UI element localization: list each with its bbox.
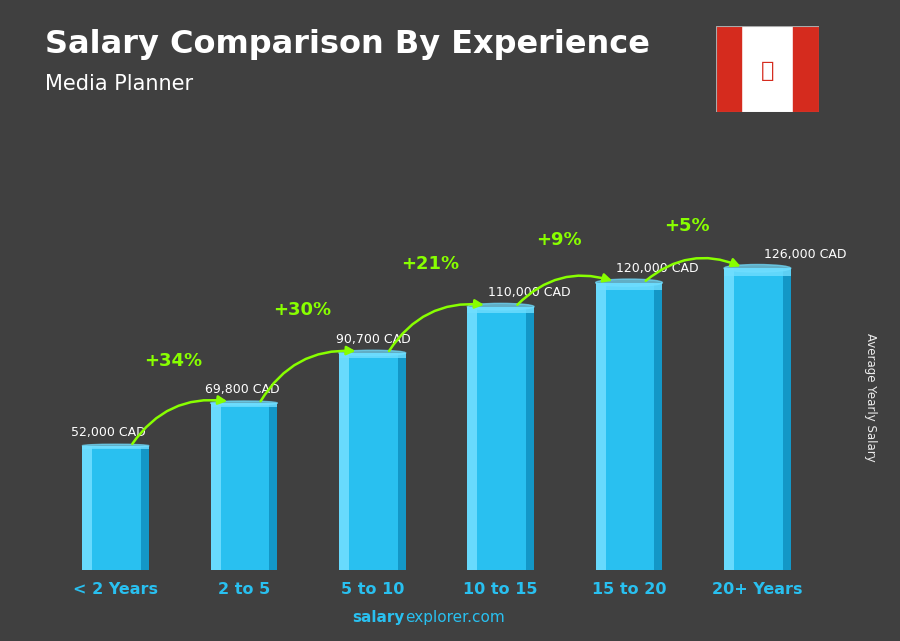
Ellipse shape [467,303,534,310]
Text: 🍁: 🍁 [760,61,774,81]
Bar [724,269,791,276]
Text: 126,000 CAD: 126,000 CAD [764,248,846,261]
Bar [269,403,277,570]
Bar [793,26,819,112]
Bar [211,403,220,570]
Bar [467,306,534,570]
Bar [596,283,662,570]
Bar [339,353,349,570]
Bar [339,353,406,570]
Bar [82,445,92,570]
Bar [467,306,534,313]
Text: 52,000 CAD: 52,000 CAD [71,426,146,438]
Text: 120,000 CAD: 120,000 CAD [616,262,698,276]
Ellipse shape [211,401,277,405]
Bar [467,306,477,570]
Text: salary: salary [353,610,405,625]
Bar [82,445,149,449]
Text: +34%: +34% [144,352,202,370]
Bar [398,353,406,570]
Text: Media Planner: Media Planner [45,74,193,94]
Bar [82,445,149,570]
Text: Salary Comparison By Experience: Salary Comparison By Experience [45,29,650,60]
Text: Average Yearly Salary: Average Yearly Salary [865,333,878,462]
Text: 110,000 CAD: 110,000 CAD [488,287,571,299]
Ellipse shape [596,279,662,287]
Bar [141,445,149,570]
Ellipse shape [82,444,149,447]
Bar [654,283,662,570]
Bar [339,353,406,358]
Bar [596,283,662,290]
Bar [526,306,534,570]
Text: explorer.com: explorer.com [405,610,505,625]
Text: +21%: +21% [401,255,459,273]
Bar [596,283,606,570]
Bar [211,403,277,570]
Text: 90,700 CAD: 90,700 CAD [337,333,411,345]
Text: 69,800 CAD: 69,800 CAD [205,383,280,396]
Ellipse shape [339,350,406,356]
Bar [211,403,277,407]
Text: +30%: +30% [273,301,331,319]
Text: +9%: +9% [536,231,581,249]
Bar [783,269,791,570]
Ellipse shape [724,265,791,272]
Bar [724,269,734,570]
Text: +5%: +5% [664,217,709,235]
Bar [724,269,791,570]
Bar [716,26,742,112]
